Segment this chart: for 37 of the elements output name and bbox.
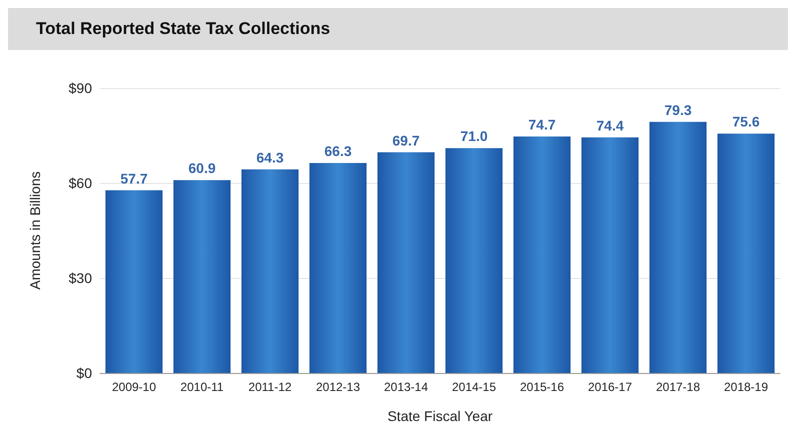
chart-title: Total Reported State Tax Collections [8,8,788,50]
x-tick-label: 2013-14 [384,380,428,394]
bar [377,152,435,373]
bar [241,169,299,373]
data-label: 66.3 [324,143,352,160]
bar [513,136,571,373]
bar [717,134,775,373]
data-label: 71.0 [460,128,488,144]
x-tick-label: 2011-12 [248,380,292,394]
y-tick-label: $0 [76,365,92,381]
data-label: 60.9 [188,160,216,176]
data-label: 75.6 [732,114,760,130]
data-label: 74.7 [528,116,556,132]
bar [581,137,639,373]
x-tick-label: 2009-10 [112,380,156,394]
x-axis-title: State Fiscal Year [387,408,493,424]
data-label: 64.3 [256,149,284,166]
x-tick-label: 2018-19 [724,380,768,394]
data-label: 74.4 [596,117,624,134]
data-label: 69.7 [392,132,420,148]
x-tick-label: 2012-13 [316,380,360,394]
y-axis-title: Amounts in Billions [27,171,43,290]
data-label: 79.3 [664,102,692,118]
bar [445,148,503,373]
x-tick-label: 2014-15 [452,380,496,394]
bar [649,122,707,373]
bar [105,190,163,373]
bar [173,180,231,373]
data-label: 57.7 [120,170,148,186]
y-tick-label: $60 [68,175,92,191]
y-tick-label: $30 [68,270,92,286]
x-tick-label: 2016-17 [588,380,632,394]
y-tick-label: $90 [68,80,92,96]
x-tick-label: 2017-18 [656,380,700,394]
bar [309,163,367,373]
x-tick-label: 2015-16 [520,380,564,394]
x-tick-label: 2010-11 [180,380,224,394]
